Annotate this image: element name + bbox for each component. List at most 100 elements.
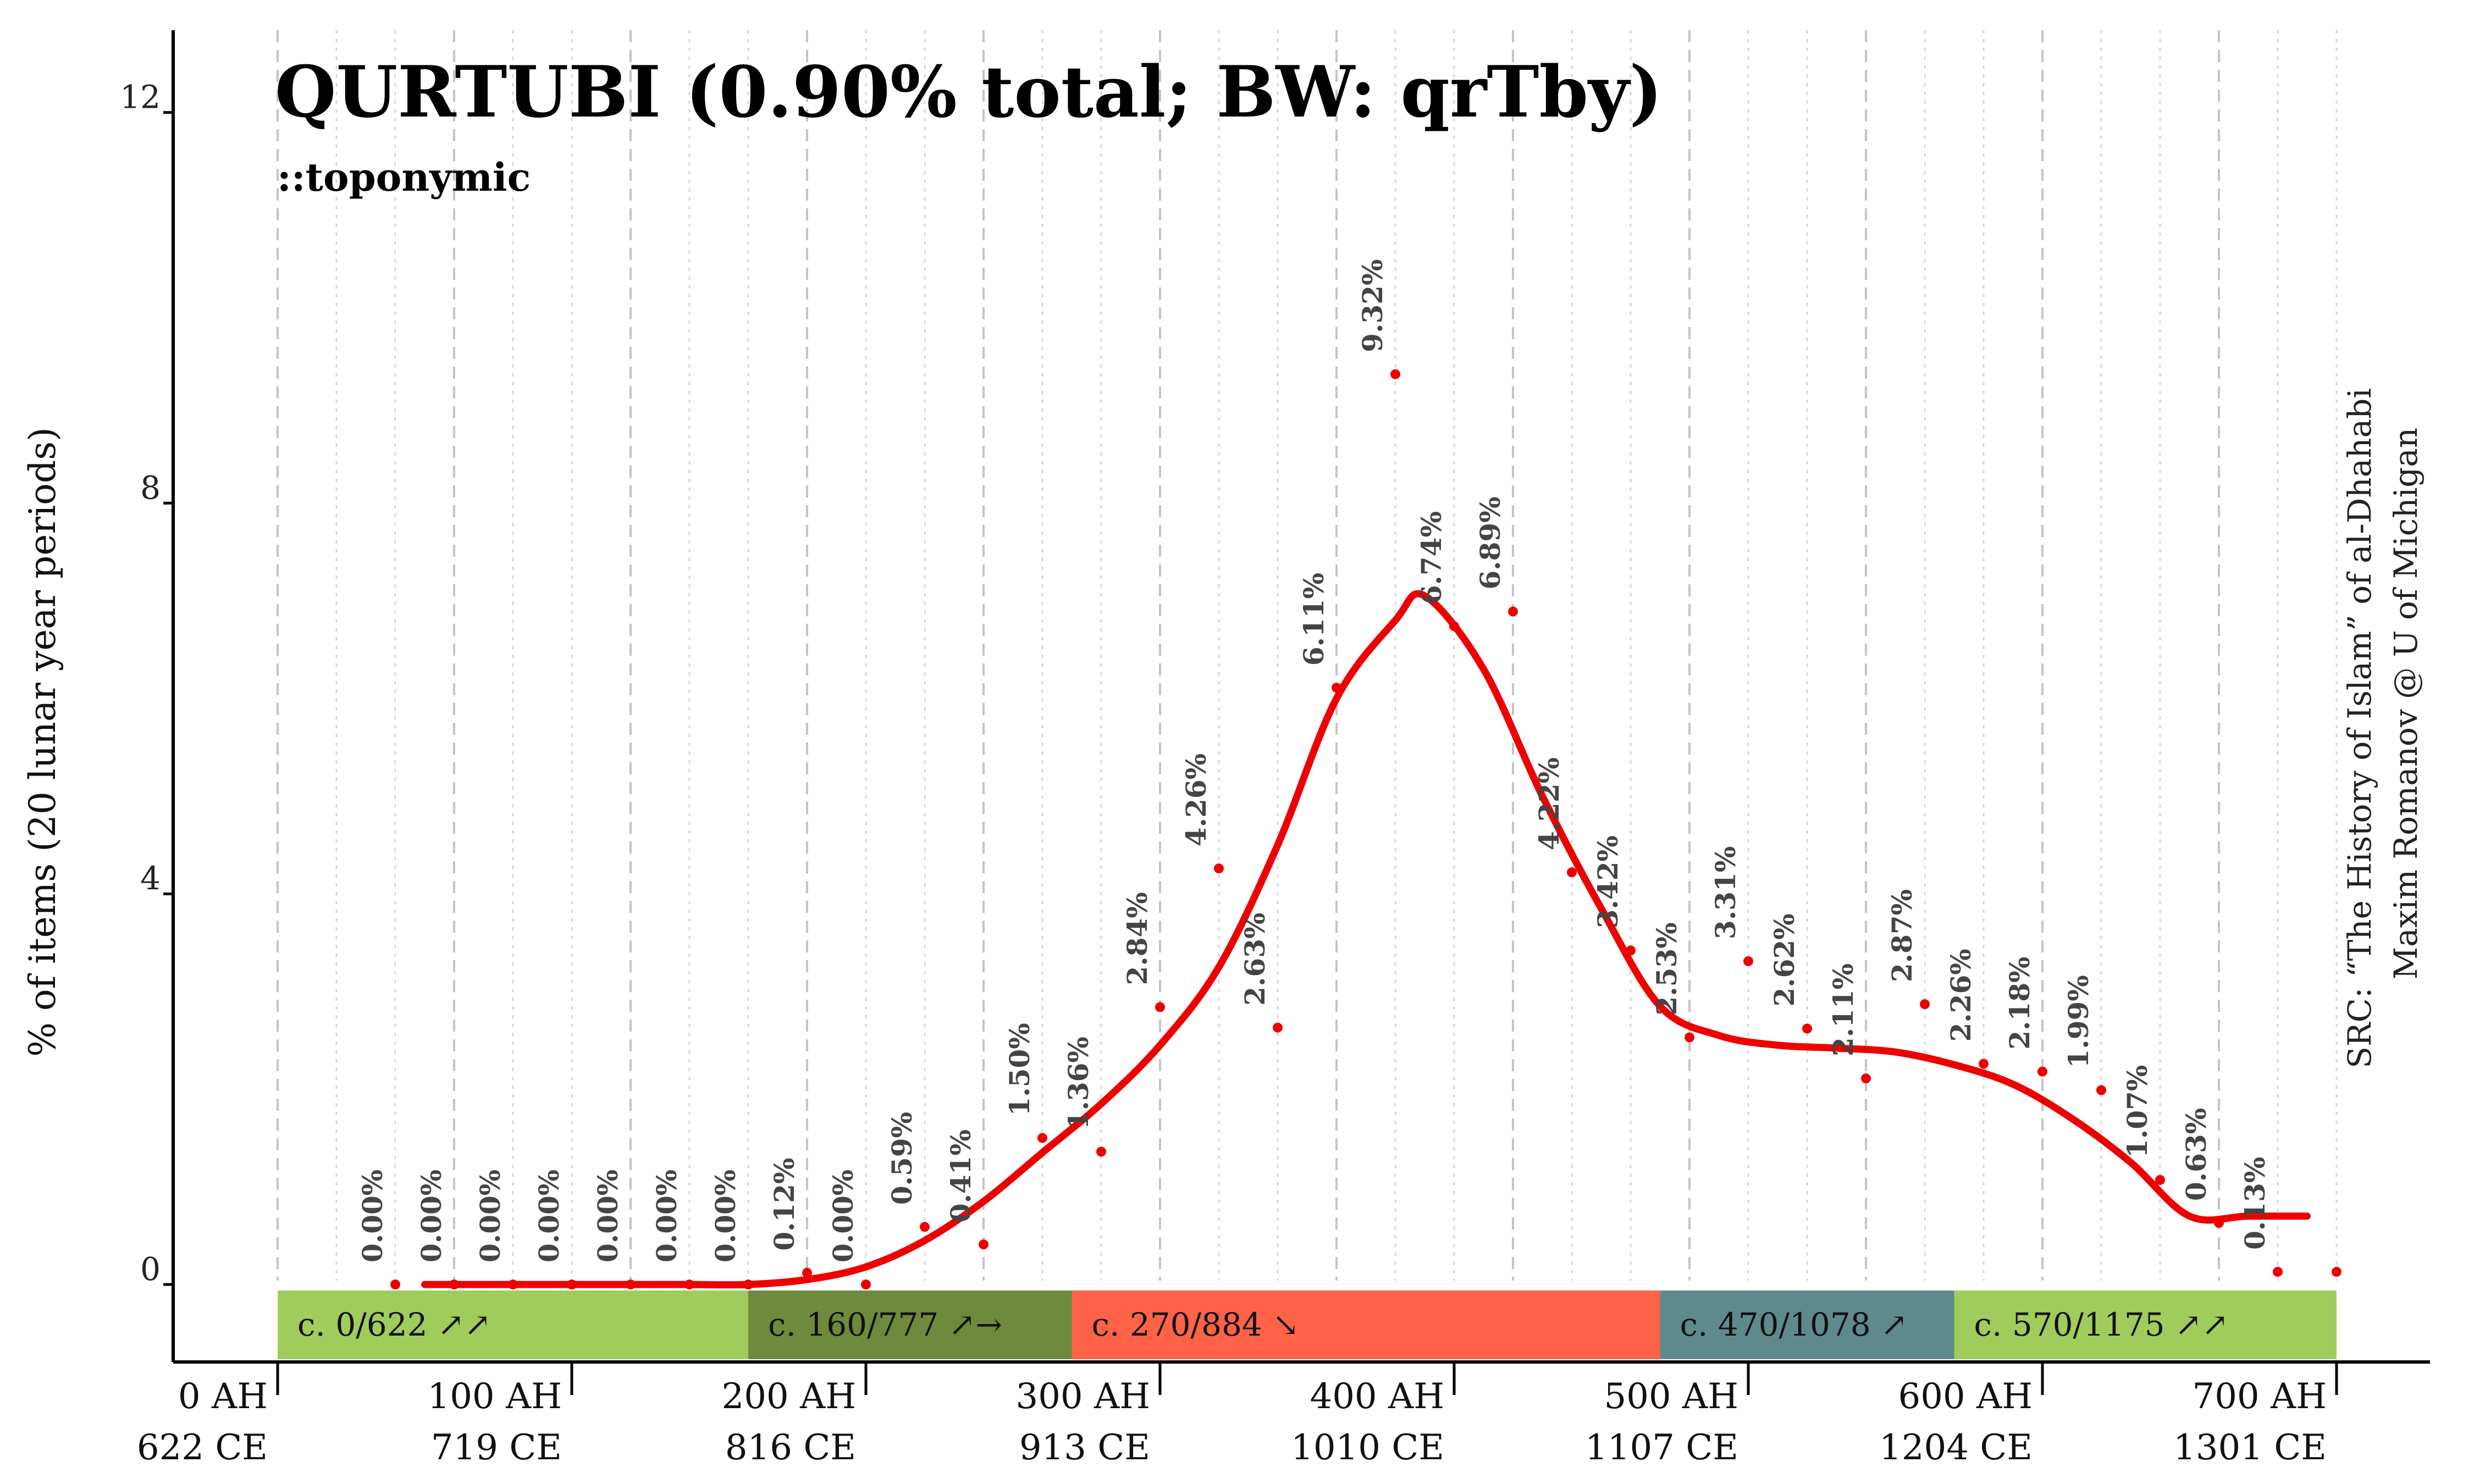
x-tick-label-ce: 816 CE [725,1427,856,1468]
chart-subtitle: ::toponymic [277,154,531,200]
data-label: 0.63% [2180,1108,2212,1201]
data-point [1802,1023,1812,1034]
x-tick-label: 200 AH 816 CE [721,1376,856,1468]
data-label: 2.26% [1945,949,1977,1042]
period-band: c. 570/1175 ↗↗ [1954,1291,2337,1359]
data-label: 2.11% [1827,964,1859,1056]
x-tick-label-ah: 0 AH [178,1376,268,1417]
x-tick-label-ah: 600 AH [1898,1376,2033,1417]
grid-lines [277,30,2338,1281]
x-tick-label-ah: 100 AH [427,1376,562,1417]
data-label: 0.00% [356,1170,389,1262]
data-point [2214,1218,2224,1228]
data-point [1037,1133,1047,1143]
period-band: c. 270/884 ↘ [1072,1291,1660,1359]
data-label: 3.31% [1709,846,1742,939]
data-label: 0.59% [886,1112,918,1205]
period-label: c. 270/884 ↘ [1092,1306,1299,1343]
period-band-fill [278,1291,748,1359]
y-tick-label: 12 [120,79,161,116]
x-tick-label-ce: 1107 CE [1585,1427,1738,1468]
data-labels: 0.00% 0.00% 0.00% 0.00% 0.00% 0.00% 0.00% 0.12%… [356,259,2271,1262]
y-axis-label: % of items (20 lunar year periods) [21,427,64,1056]
data-point [2096,1085,2106,1095]
data-point [1332,683,1341,693]
data-label: 4.26% [1180,754,1212,846]
data-label: 0.00% [709,1170,742,1262]
data-point [861,1280,871,1289]
data-label: 0.00% [650,1170,683,1262]
trend-line-path [421,590,2311,1289]
y-tick-label: 0 [140,1250,161,1288]
x-tick-label: 300 AH 913 CE [1015,1376,1150,1468]
data-point [1743,956,1753,966]
data-point [920,1222,930,1232]
x-tick-label-ah: 500 AH [1604,1376,1738,1417]
data-point [1273,1022,1283,1033]
x-tick-label: 600 AH 1204 CE [1879,1376,2033,1468]
data-label: 2.87% [1886,889,1918,982]
data-point [802,1267,812,1278]
data-label: 0.00% [533,1170,565,1262]
data-point [684,1280,694,1289]
data-point [2037,1066,2047,1077]
data-label: 6.74% [1415,511,1448,604]
x-tick-label-ah: 200 AH [721,1376,856,1417]
x-tick-label: 0 AH 622 CE [137,1376,268,1468]
period-label: c. 0/622 ↗↗ [297,1306,491,1343]
data-label: 0.00% [415,1170,448,1262]
x-tick-label: 500 AH 1107 CE [1585,1376,1738,1468]
period-band: c. 470/1078 ↗ [1660,1291,1954,1359]
data-point [2332,1266,2342,1277]
period-label: c. 160/777 ↗→ [768,1306,1002,1343]
data-point [979,1239,989,1250]
data-point [1626,945,1636,956]
data-points [390,369,2342,1289]
x-tick-label-ah: 700 AH [2192,1376,2327,1417]
data-point [1390,369,1400,379]
data-label: 0.00% [827,1170,859,1262]
data-point [1508,606,1518,617]
x-tick-label: 100 AH 719 CE [427,1376,562,1468]
data-point [1155,1002,1165,1012]
data-label: 0.00% [592,1170,624,1262]
x-tick-label-ce: 1204 CE [1879,1427,2033,1468]
x-tick-label-ah: 300 AH [1015,1376,1150,1417]
data-label: 0.00% [474,1170,506,1262]
data-point [449,1280,459,1289]
source-line-1: SRC: “The History of Islam” of al-Dhahab… [2341,388,2378,1068]
data-point [390,1280,400,1289]
data-point [1861,1073,1871,1084]
data-point [743,1280,753,1289]
x-tick-label-ce: 1010 CE [1291,1427,1444,1468]
data-label: 6.11% [1297,573,1330,666]
data-label: 6.89% [1474,496,1506,589]
data-point [1449,621,1459,632]
data-label: 1.07% [2121,1065,2153,1158]
period-bands: c. 0/622 ↗↗ c. 160/777 ↗→ c. 270/884 ↘ c. 4… [278,1291,2337,1359]
data-point [508,1280,518,1289]
x-tick-label-ce: 622 CE [137,1427,268,1468]
y-tick-label: 4 [140,860,161,897]
data-label: 3.42% [1592,835,1624,928]
data-label: 2.18% [2003,956,2036,1049]
data-label: 2.53% [1650,922,1683,1015]
data-label: 0.41% [945,1129,977,1222]
period-band-fill [748,1291,1072,1359]
data-label: 4.22% [1533,757,1565,850]
data-label: 9.32% [1356,259,1389,352]
trend-line [421,590,2311,1289]
chart-title: QURTUBI (0.90% total; BW: qrTby) [275,51,1663,134]
data-point [1920,999,1930,1010]
x-tick-label-ah: 400 AH [1310,1376,1444,1417]
data-point [626,1280,636,1289]
period-label: c. 570/1175 ↗↗ [1974,1306,2229,1343]
data-point [1979,1059,1989,1069]
period-band: c. 160/777 ↗→ [748,1291,1072,1359]
data-point [1214,863,1224,873]
data-label: 1.36% [1062,1037,1095,1129]
period-band-fill [1660,1291,1954,1359]
y-tick-label: 8 [140,469,161,506]
x-tick-label-ce: 1301 CE [2173,1427,2327,1468]
data-label: 2.63% [1239,912,1271,1005]
